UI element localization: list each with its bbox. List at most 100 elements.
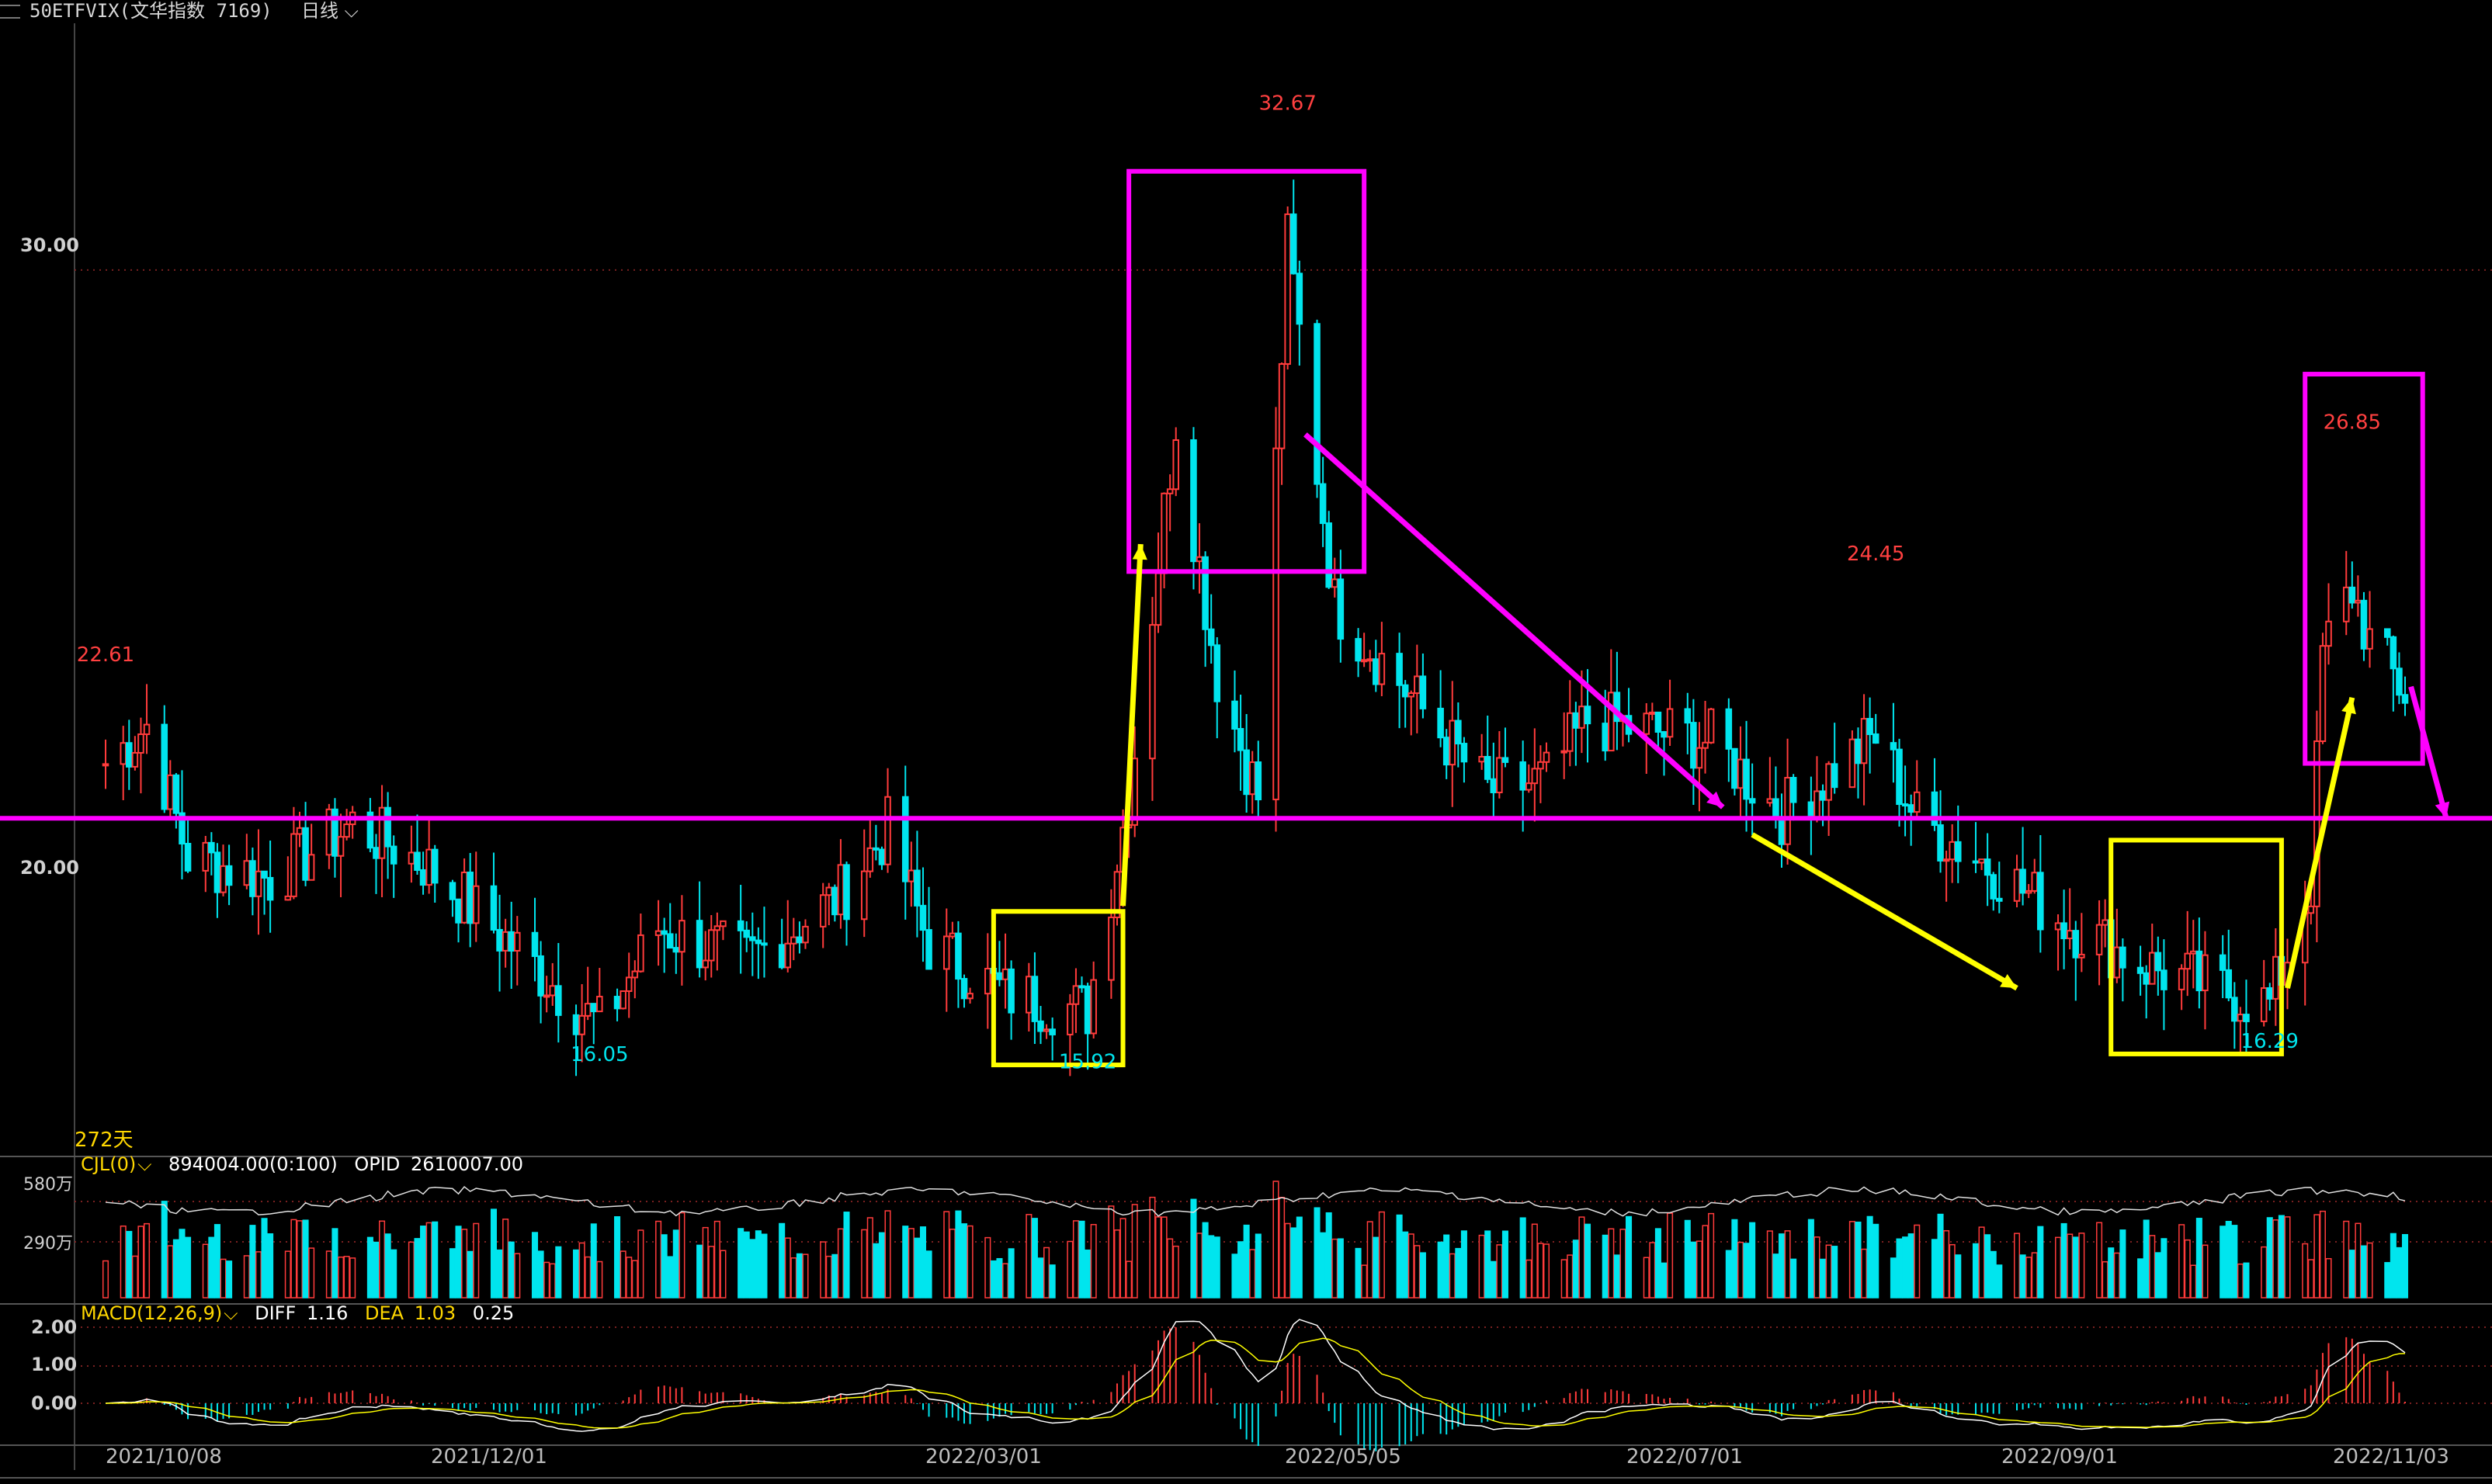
candle-body bbox=[843, 864, 850, 921]
volume-bar bbox=[366, 1236, 373, 1298]
volume-bar bbox=[1848, 1221, 1855, 1298]
volume-bar bbox=[573, 1249, 580, 1298]
candle-body bbox=[384, 806, 391, 848]
candle-body bbox=[943, 935, 950, 970]
volume-bar bbox=[1361, 1264, 1368, 1298]
candle-body bbox=[2319, 645, 2327, 743]
volume-bar bbox=[531, 1232, 539, 1298]
volume-bar bbox=[1355, 1247, 1362, 1298]
volume-bar bbox=[1331, 1238, 1338, 1298]
days-count-label: 272天 bbox=[75, 1129, 134, 1152]
volume-bar bbox=[708, 1246, 715, 1298]
candle-body bbox=[620, 990, 626, 1010]
volume-bar bbox=[2067, 1233, 2074, 1298]
volume-bar bbox=[1914, 1224, 1921, 1298]
candle-body bbox=[1931, 791, 1938, 827]
candle-body bbox=[243, 860, 251, 886]
candle-body bbox=[1702, 741, 1709, 749]
volume-bar bbox=[131, 1255, 138, 1298]
volume-bar bbox=[2102, 1260, 2108, 1298]
chevron-down-icon[interactable]: ⌵ bbox=[224, 1302, 238, 1324]
volume-bar bbox=[831, 1253, 838, 1298]
candle-body bbox=[337, 836, 345, 857]
candle-body bbox=[1913, 791, 1921, 813]
candle-body bbox=[1848, 738, 1856, 789]
volume-bar bbox=[1902, 1236, 1909, 1298]
candle-body bbox=[578, 1014, 585, 1035]
chevron-down-icon[interactable]: ⌵ bbox=[137, 1153, 152, 1175]
volume-bar bbox=[796, 1253, 803, 1298]
candle-body bbox=[749, 936, 756, 941]
candle-body bbox=[1272, 447, 1279, 801]
candle-body bbox=[784, 942, 792, 969]
candle-body bbox=[1990, 874, 1997, 900]
volume-bar bbox=[1667, 1212, 1674, 1298]
macd-axis-label-0: 0.00 bbox=[31, 1392, 78, 1414]
candle-body bbox=[2072, 930, 2080, 959]
candle-body bbox=[1766, 798, 1774, 804]
diff-value: 1.16 bbox=[306, 1302, 349, 1324]
candle-body bbox=[1531, 768, 1539, 785]
candle-body bbox=[126, 742, 133, 768]
volume-bar bbox=[1978, 1226, 1985, 1298]
symbol-title: 50ETFVIX(文华指数 7169) bbox=[30, 0, 272, 22]
volume-title: CJL(0) bbox=[81, 1153, 137, 1175]
candle-body bbox=[1743, 758, 1750, 800]
candle-body bbox=[661, 930, 668, 935]
candle-body bbox=[672, 947, 680, 953]
volume-bar bbox=[243, 1255, 250, 1298]
candle-body bbox=[555, 985, 562, 1016]
candle-body bbox=[2272, 955, 2279, 1000]
candle-body bbox=[137, 733, 144, 754]
candle-body bbox=[901, 796, 909, 882]
volume-bar bbox=[490, 1208, 498, 1298]
magenta-box bbox=[1126, 168, 1367, 574]
volume-bar bbox=[861, 1229, 868, 1298]
volume-bar bbox=[949, 1229, 956, 1298]
volume-bar bbox=[1972, 1243, 1980, 1298]
candle-body bbox=[590, 1003, 598, 1013]
candle-body bbox=[2243, 1014, 2250, 1022]
volume-bar bbox=[1419, 1252, 1426, 1298]
volume-bar bbox=[1602, 1234, 1609, 1298]
volume-bar bbox=[1766, 1230, 1773, 1298]
period-selector[interactable]: 日线 ⌵ bbox=[301, 0, 359, 22]
volume-bar bbox=[2366, 1242, 2373, 1298]
volume-bar bbox=[185, 1236, 192, 1298]
candle-body bbox=[302, 827, 309, 881]
candle-body bbox=[1296, 272, 1303, 325]
volume-bar bbox=[679, 1212, 685, 1298]
x-date-label: 2021/12/01 bbox=[431, 1445, 547, 1468]
candle-body bbox=[2113, 946, 2121, 979]
candle-body bbox=[1942, 858, 1950, 862]
volume-bar bbox=[713, 1220, 720, 1298]
volume-bar bbox=[2231, 1225, 2238, 1298]
volume-bar bbox=[2137, 1258, 2144, 1298]
volume-bar bbox=[1237, 1241, 1244, 1298]
volume-bar bbox=[990, 1260, 997, 1298]
volume-bar bbox=[549, 1263, 556, 1298]
volume-bar bbox=[1484, 1230, 1491, 1298]
candle-body bbox=[625, 976, 633, 992]
volume-bar bbox=[1855, 1221, 1862, 1298]
volume-bar bbox=[390, 1249, 397, 1298]
candle-body bbox=[161, 723, 168, 810]
candle-body bbox=[1537, 761, 1544, 770]
candle-body bbox=[1049, 1028, 1056, 1035]
volume-bar bbox=[1725, 1250, 1732, 1298]
volume-bar bbox=[1984, 1234, 1991, 1298]
menu-grip-icon[interactable] bbox=[0, 5, 20, 19]
candle-body bbox=[1496, 757, 1503, 793]
candle-body bbox=[1172, 439, 1180, 491]
candle-body bbox=[2184, 952, 2191, 970]
volume-bar bbox=[2149, 1235, 2156, 1298]
candle-body bbox=[1996, 897, 2003, 902]
volume-bar bbox=[984, 1236, 991, 1298]
candle-body bbox=[1455, 719, 1462, 745]
volume-bar bbox=[384, 1233, 391, 1298]
volume-bar bbox=[925, 1250, 932, 1298]
volume-bar bbox=[2396, 1246, 2403, 1298]
candle-body bbox=[467, 872, 474, 924]
candle-body bbox=[702, 959, 709, 969]
volume-panel-header: CJL(0)⌵ 894004.00(0:100) OPID 2610007.00 bbox=[81, 1153, 534, 1175]
